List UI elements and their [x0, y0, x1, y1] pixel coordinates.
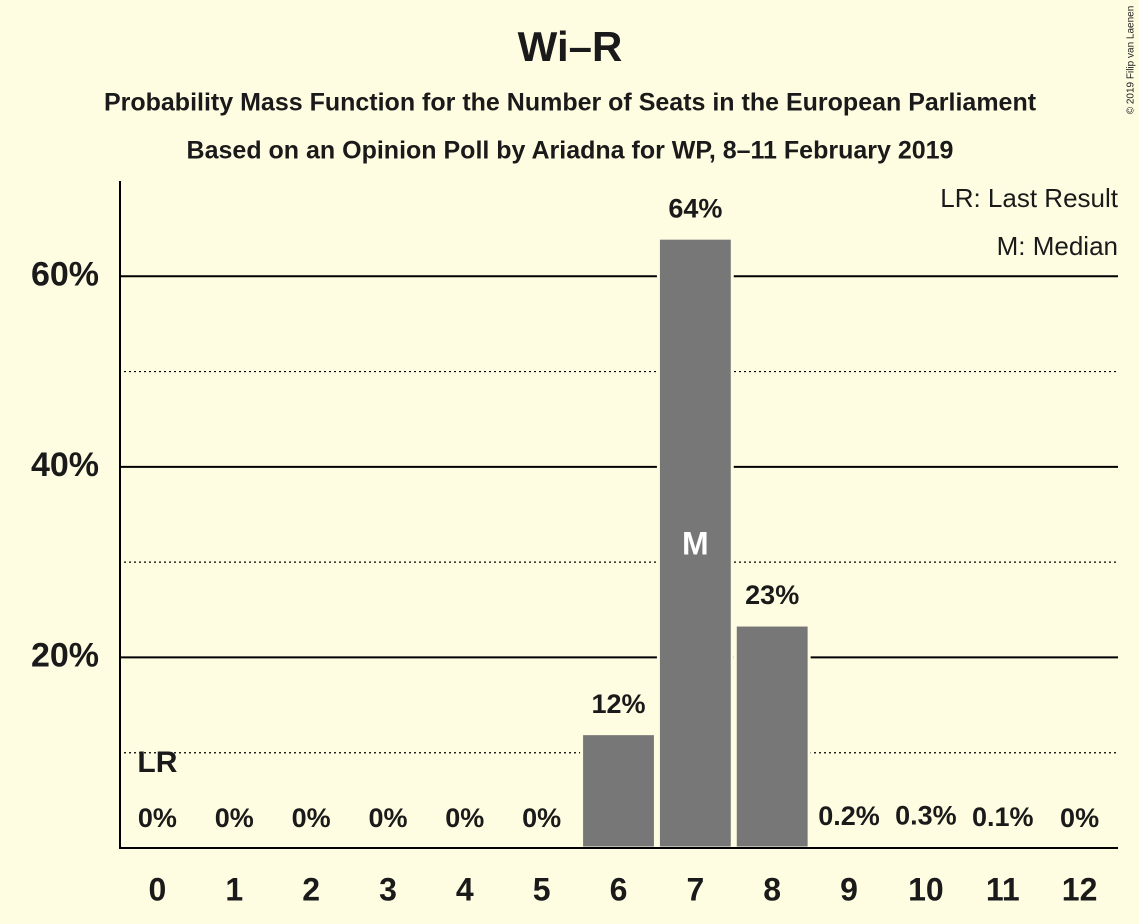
- legend-entry: LR: Last Result: [940, 183, 1119, 213]
- x-tick-label: 7: [686, 871, 704, 907]
- x-tick-label: 6: [610, 871, 628, 907]
- x-tick-label: 5: [533, 871, 551, 907]
- value-label: 0%: [292, 803, 331, 833]
- y-tick-label: 40%: [31, 446, 99, 484]
- last-result-marker: LR: [137, 746, 177, 779]
- copyright: © 2019 Filip van Laenen: [1126, 6, 1137, 115]
- value-label: 0%: [368, 803, 407, 833]
- legend-entry: M: Median: [997, 231, 1118, 261]
- value-label: 12%: [591, 689, 645, 719]
- value-label: 0%: [445, 803, 484, 833]
- bar: [580, 732, 657, 850]
- x-tick-label: 8: [763, 871, 781, 907]
- value-label: 64%: [668, 193, 722, 223]
- x-tick-label: 3: [379, 871, 397, 907]
- value-label: 23%: [745, 580, 799, 610]
- x-tick-label: 1: [225, 871, 243, 907]
- chart-title: Wi–R: [518, 23, 623, 70]
- value-label: 0%: [1060, 803, 1099, 833]
- x-tick-label: 11: [986, 871, 1020, 907]
- x-tick-label: 12: [1062, 871, 1098, 907]
- x-tick-label: 10: [908, 871, 944, 907]
- x-tick-label: 4: [456, 871, 474, 907]
- x-tick-label: 2: [302, 871, 320, 907]
- value-label: 0.1%: [972, 802, 1034, 832]
- y-tick-label: 60%: [31, 255, 99, 293]
- chart-subtitle: Based on an Opinion Poll by Ariadna for …: [187, 137, 954, 165]
- value-label: 0.3%: [895, 800, 957, 830]
- value-label: 0.2%: [818, 801, 880, 831]
- value-label: 0%: [138, 803, 177, 833]
- value-label: 0%: [522, 803, 561, 833]
- bar: [733, 623, 811, 850]
- y-tick-label: 20%: [31, 636, 99, 674]
- x-tick-label: 9: [840, 871, 858, 907]
- value-label: 0%: [215, 803, 254, 833]
- x-tick-label: 0: [149, 871, 167, 907]
- chart-subtitle: Probability Mass Function for the Number…: [104, 89, 1037, 117]
- median-marker: M: [682, 525, 709, 561]
- bar: [656, 236, 734, 850]
